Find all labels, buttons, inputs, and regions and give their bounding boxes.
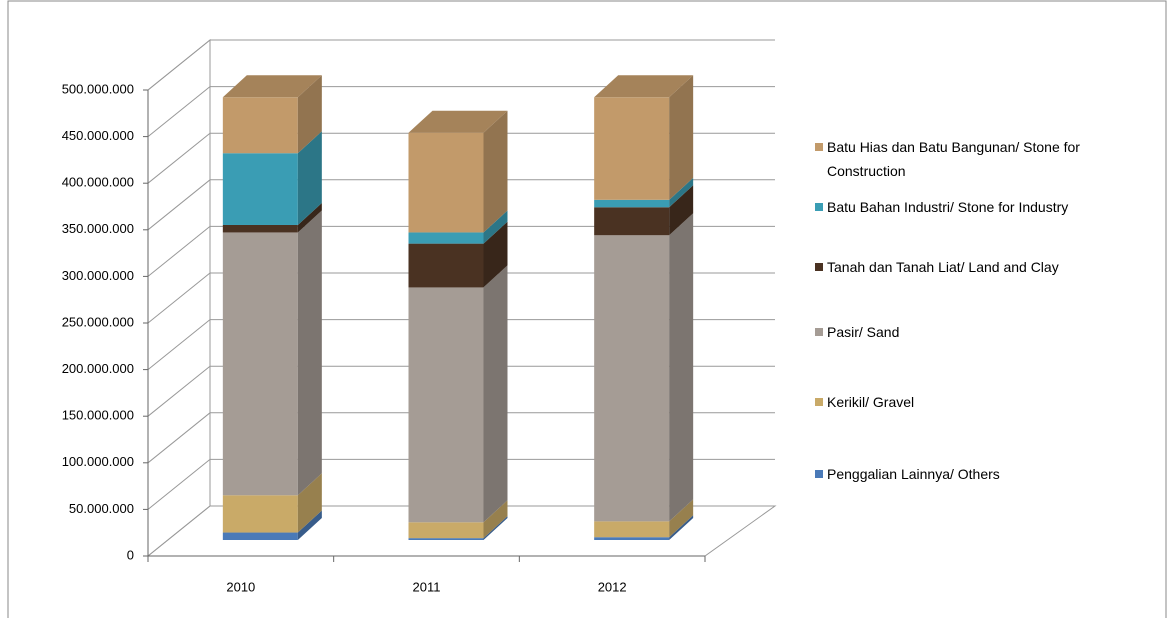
y-tick-label: 300.000.000 <box>62 268 134 283</box>
grid-line <box>147 412 775 464</box>
legend-swatch <box>815 143 823 151</box>
legend-item: Pasir/ Sand <box>815 320 1155 344</box>
legend-item: Tanah dan Tanah Liat/ Land and Clay <box>815 255 1155 279</box>
legend-swatch <box>815 263 823 271</box>
bar-segment <box>222 97 298 154</box>
y-tick-label: 50.000.000 <box>69 501 134 516</box>
grid-line <box>147 39 775 91</box>
grid-line <box>147 179 775 231</box>
bar-segment <box>594 521 670 538</box>
bar-side <box>669 177 694 208</box>
legend-label: Pasir/ Sand <box>827 324 900 340</box>
bar-segment <box>222 232 298 496</box>
bar-side <box>297 510 322 540</box>
bar-side <box>483 110 508 233</box>
bar-side <box>669 515 694 540</box>
x-tick-label: 2010 <box>226 579 255 594</box>
grid-line <box>147 458 775 510</box>
bar-side <box>483 265 508 523</box>
bar-side <box>297 75 322 154</box>
legend-label: Kerikil/ Gravel <box>827 394 915 410</box>
legend-label: Batu Bahan Industri/ Stone for Industry <box>827 199 1069 215</box>
grid-line <box>147 319 775 370</box>
y-tick-label: 350.000.000 <box>62 221 134 236</box>
bar-side <box>483 221 508 288</box>
bar-side <box>669 75 694 200</box>
bar-side <box>483 500 508 539</box>
grid-line <box>147 132 775 184</box>
bar-segment <box>408 287 484 523</box>
y-tick-label: 100.000.000 <box>62 454 134 469</box>
legend-label: Tanah dan Tanah Liat/ Land and Clay <box>827 259 1059 275</box>
grid-line <box>147 272 775 324</box>
bar-segment <box>222 153 298 225</box>
bar-side <box>297 131 322 225</box>
legend-item: Penggalian Lainnya/ Others <box>815 462 1155 486</box>
bar-segment <box>594 199 670 208</box>
bar-side <box>669 185 694 236</box>
grid-line <box>147 365 775 417</box>
x-tick-label: 2011 <box>413 579 441 594</box>
legend-item: Batu Bahan Industri/ Stone for Industry <box>815 195 1155 219</box>
legend-item: Batu Hias dan Batu Bangunan/ Stone for C… <box>815 135 1155 183</box>
bar-top <box>408 110 508 133</box>
y-tick-label: 400.000.000 <box>62 175 134 190</box>
bar-side <box>483 516 508 540</box>
bar-segment <box>594 207 670 236</box>
x-tick-label: 2012 <box>598 579 627 594</box>
legend-item: Kerikil/ Gravel <box>815 390 1155 414</box>
bar-side <box>297 210 322 496</box>
bar-top <box>594 75 694 98</box>
y-tick-label: 450.000.000 <box>62 128 134 143</box>
bar-side <box>669 499 694 538</box>
y-tick-label: 0 <box>127 547 134 562</box>
bar-segment <box>594 235 670 522</box>
legend-swatch <box>815 203 823 211</box>
y-tick-label: 500.000.000 <box>62 81 134 96</box>
bar-segment <box>408 538 484 540</box>
legend-swatch <box>815 470 823 478</box>
bar-segment <box>408 243 484 288</box>
bar-segment <box>222 495 298 533</box>
grid-line <box>147 505 775 557</box>
legend-label: Batu Hias dan Batu Bangunan/ Stone for C… <box>827 139 1080 179</box>
bar-segment <box>594 537 670 540</box>
bar-side <box>297 473 322 533</box>
grid-line <box>147 86 775 137</box>
bar-side <box>297 202 322 233</box>
bar-side <box>483 210 508 244</box>
bar-segment <box>408 522 484 539</box>
bar-segment <box>408 232 484 244</box>
legend-swatch <box>815 398 823 406</box>
chart-frame <box>7 0 1167 618</box>
bar-side <box>669 213 694 522</box>
grid-line <box>147 225 775 277</box>
y-tick-label: 150.000.000 <box>62 408 134 423</box>
bar-top <box>222 75 322 98</box>
y-tick-label: 200.000.000 <box>62 361 134 376</box>
bar-segment <box>408 132 484 233</box>
legend-label: Penggalian Lainnya/ Others <box>827 466 1000 482</box>
bar-segment <box>222 224 298 233</box>
bar-segment <box>594 97 670 200</box>
legend-swatch <box>815 328 823 336</box>
y-tick-label: 250.000.000 <box>62 314 134 329</box>
bar-segment <box>222 532 298 540</box>
